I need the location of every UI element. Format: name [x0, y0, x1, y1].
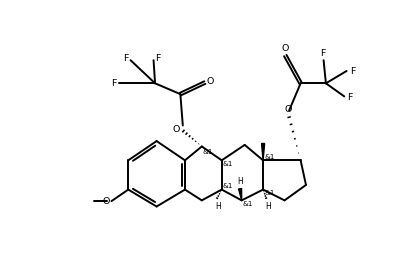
- Text: &1: &1: [265, 190, 275, 196]
- Text: F: F: [111, 79, 116, 88]
- Text: F: F: [350, 67, 355, 76]
- Text: O: O: [282, 44, 289, 53]
- Text: O: O: [207, 77, 214, 86]
- Text: F: F: [123, 54, 129, 63]
- Text: &1: &1: [203, 149, 213, 155]
- Text: O: O: [285, 104, 292, 114]
- Text: F: F: [320, 49, 326, 58]
- Text: O: O: [173, 125, 180, 134]
- Text: H: H: [215, 203, 221, 211]
- Text: F: F: [347, 93, 352, 101]
- Text: H: H: [237, 177, 243, 186]
- Text: O: O: [102, 197, 110, 206]
- Text: &1: &1: [264, 154, 275, 160]
- Polygon shape: [239, 189, 242, 200]
- Polygon shape: [262, 143, 265, 160]
- Text: &1: &1: [223, 161, 233, 167]
- Text: &1: &1: [243, 201, 253, 207]
- Text: H: H: [265, 203, 271, 211]
- Text: F: F: [155, 54, 161, 63]
- Text: &1: &1: [223, 183, 233, 189]
